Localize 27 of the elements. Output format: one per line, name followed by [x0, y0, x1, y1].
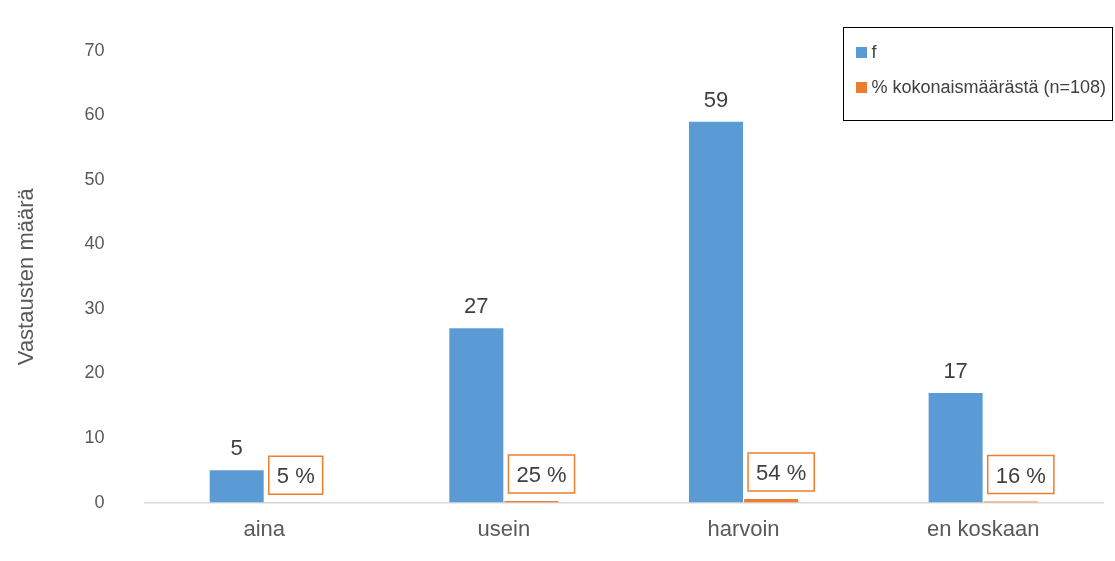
bar — [449, 328, 504, 503]
data-label: 17 — [943, 357, 968, 383]
data-label: 16 % — [995, 462, 1046, 488]
data-label: 25 % — [516, 462, 567, 488]
data-label: 5 % — [276, 463, 315, 489]
y-axis-title: Vastausten määrä — [13, 187, 39, 366]
y-tick-label: 50 — [84, 168, 105, 189]
y-tick-label: 30 — [84, 297, 105, 318]
x-tick-label: aina — [243, 515, 286, 541]
y-tick-label: 0 — [94, 491, 105, 512]
data-label: 27 — [464, 293, 489, 319]
legend-label: f — [871, 42, 877, 63]
bar — [928, 392, 983, 503]
y-tick-label: 20 — [84, 362, 105, 383]
y-tick-label: 40 — [84, 233, 105, 254]
data-label: 5 — [230, 435, 243, 461]
bar — [688, 121, 743, 503]
y-tick-label: 10 — [84, 427, 105, 448]
data-label: 59 — [703, 86, 729, 112]
x-tick-label: usein — [477, 515, 531, 541]
y-tick-label: 70 — [84, 39, 105, 60]
data-label: 54 % — [756, 460, 807, 486]
legend-label: % kokonaismäärästä (n=108) — [871, 77, 1106, 98]
bar — [209, 470, 264, 503]
y-tick-label: 60 — [84, 104, 105, 125]
x-tick-label: harvoin — [707, 515, 780, 541]
x-tick-label: en koskaan — [926, 515, 1040, 541]
